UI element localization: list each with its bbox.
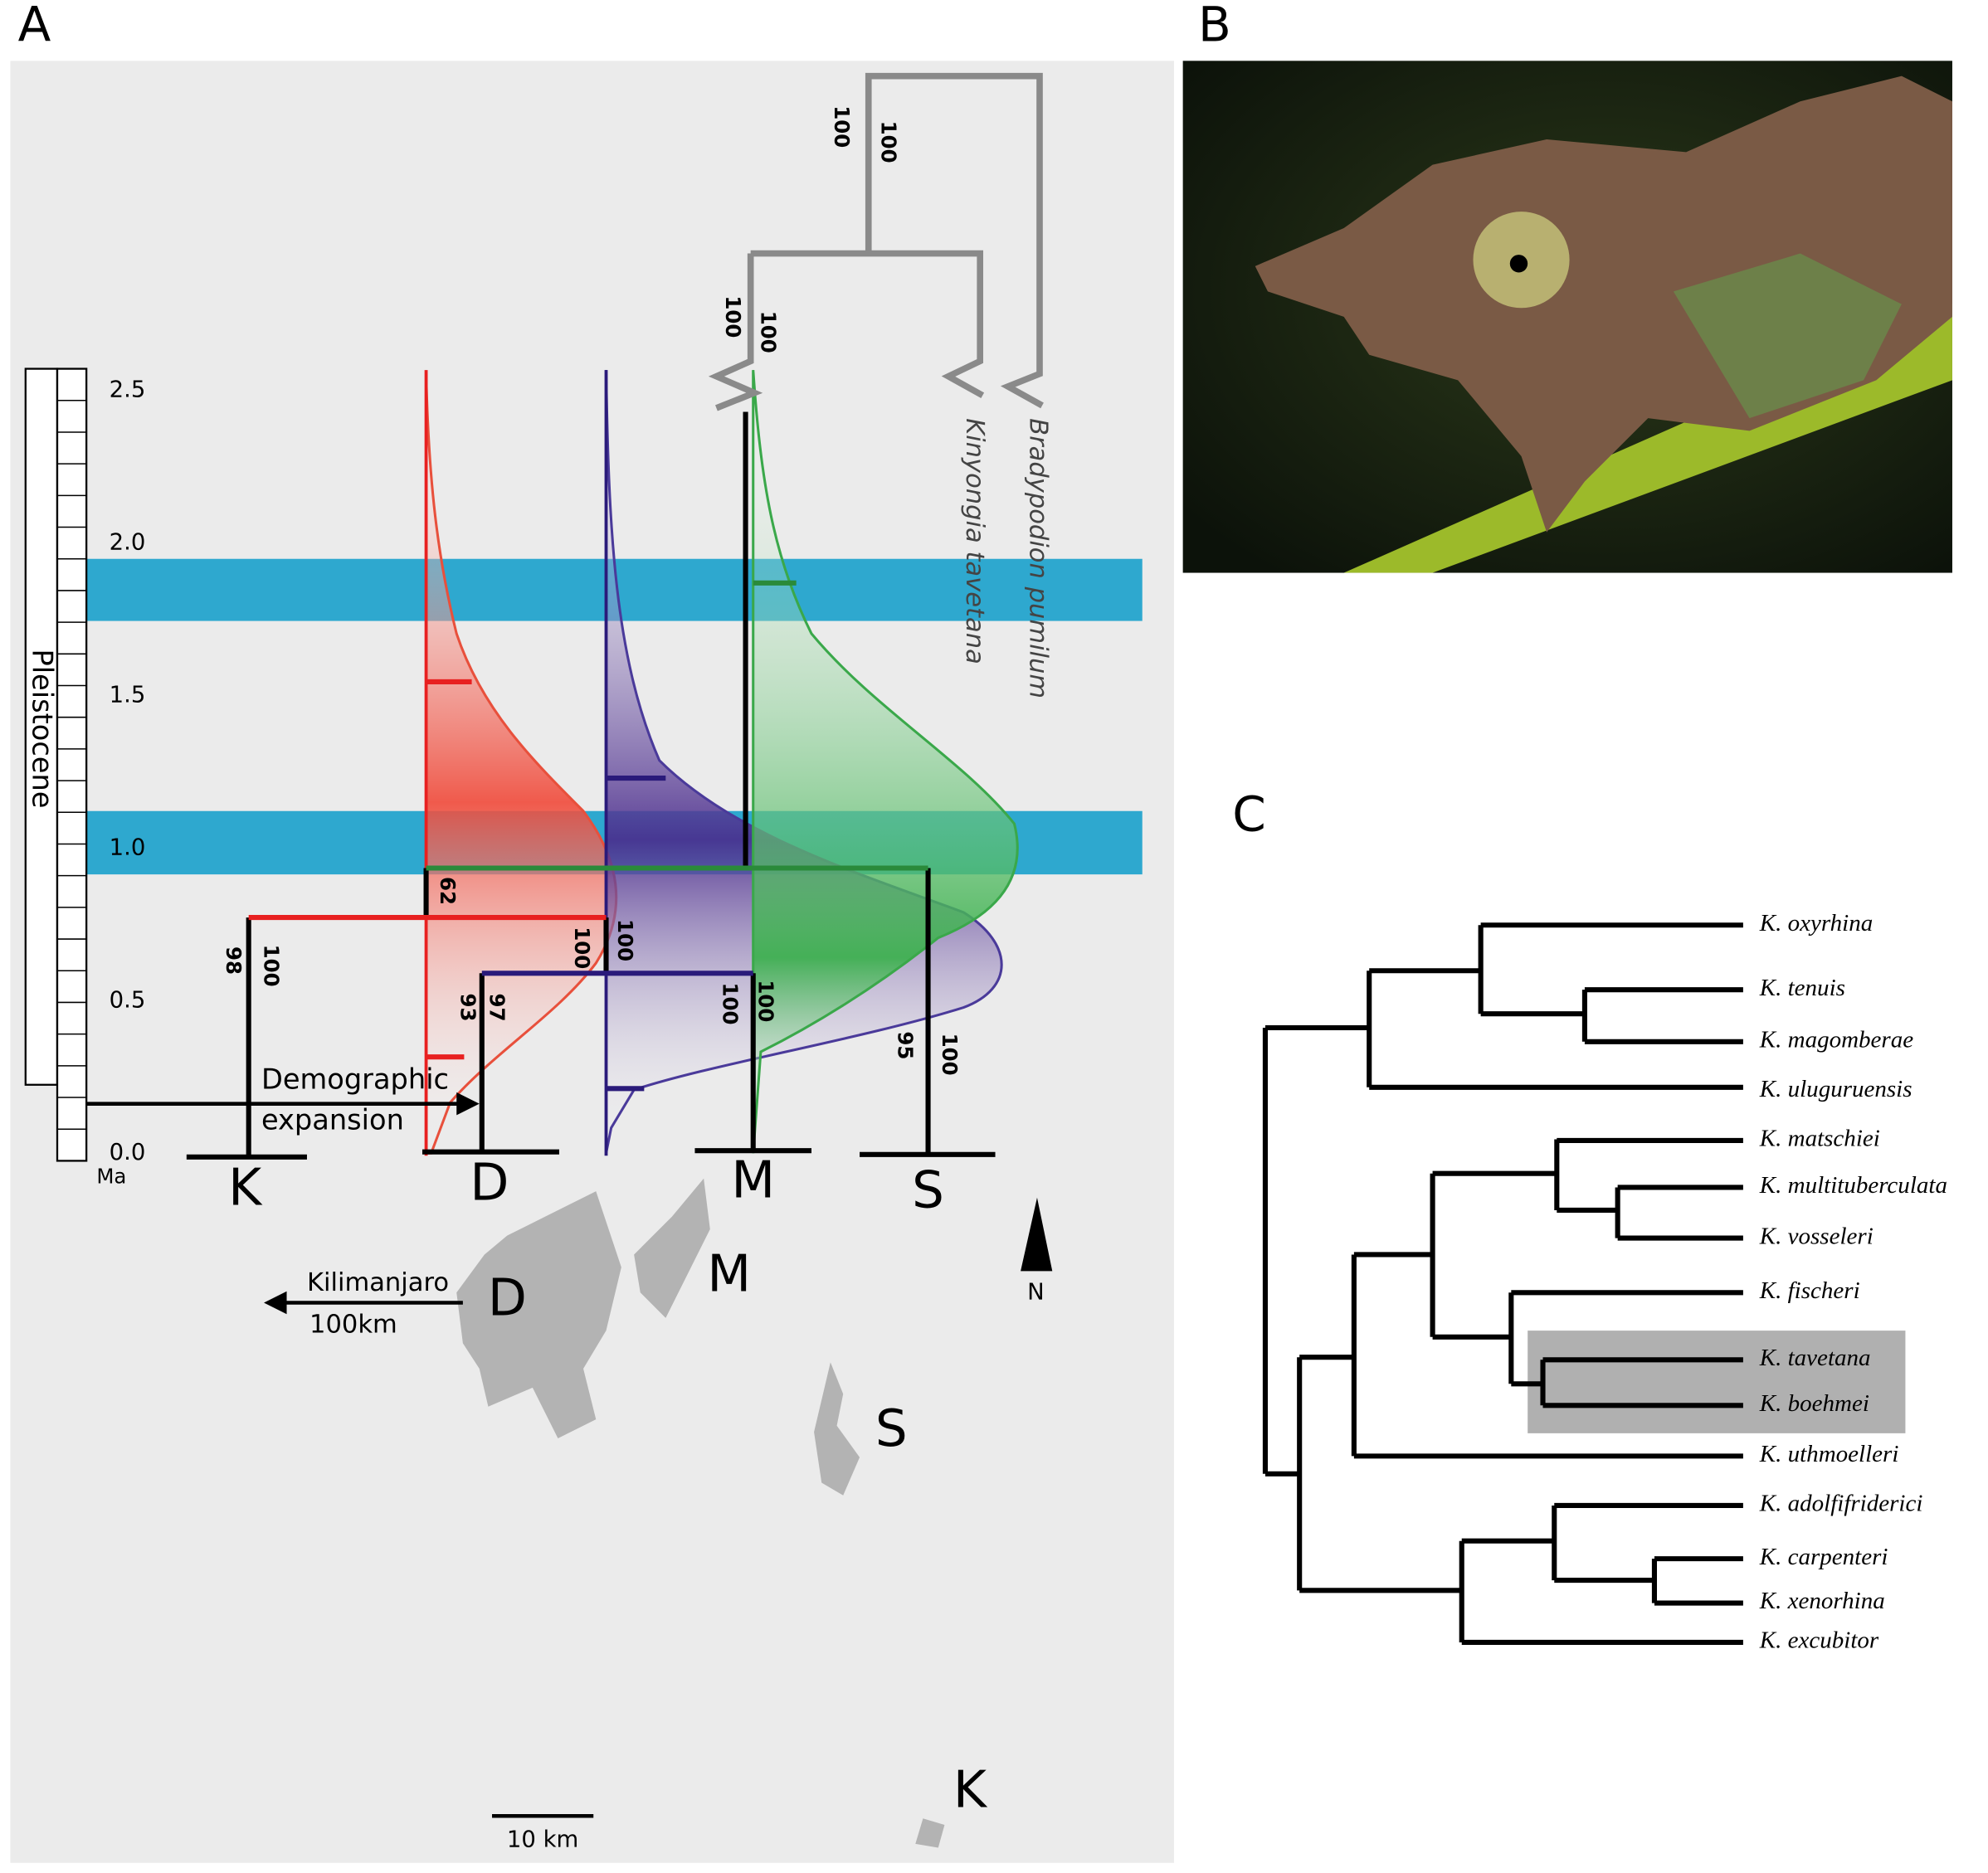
taxon-label: K. vosseleri bbox=[1759, 1223, 1873, 1249]
support-value: 100 bbox=[613, 919, 637, 961]
taxon-label: K. fischeri bbox=[1759, 1277, 1860, 1304]
taxon-label: K. tenuis bbox=[1759, 975, 1845, 1001]
time-tick-label: 0.0 bbox=[110, 1139, 146, 1165]
outgroup-label: Bradypodion pumilum bbox=[1023, 418, 1052, 698]
support-value: 100 bbox=[757, 311, 781, 353]
outgroup-tree bbox=[708, 72, 1044, 411]
support-value: 98 bbox=[222, 946, 246, 975]
support-value: 62 bbox=[436, 877, 460, 905]
time-tick-label: 2.5 bbox=[110, 377, 146, 403]
highlight bbox=[1528, 1331, 1906, 1433]
time-tick-label: 2.0 bbox=[110, 528, 146, 555]
species-tree bbox=[1262, 925, 1743, 1642]
map-label: D bbox=[488, 1269, 527, 1328]
taxon-label: K. uluguruensis bbox=[1759, 1076, 1912, 1102]
support-value: 100 bbox=[877, 121, 901, 163]
population-label: M bbox=[731, 1151, 775, 1210]
time-tick-label: 1.0 bbox=[110, 834, 146, 860]
support-value: 100 bbox=[938, 1034, 962, 1076]
epoch-label: Pleistocene bbox=[27, 649, 59, 808]
panel-label: A bbox=[18, 0, 51, 53]
map-label: S bbox=[875, 1399, 908, 1458]
taxon-label: K. magomberae bbox=[1759, 1026, 1913, 1053]
population-tree bbox=[186, 411, 996, 1160]
time-tick-label: 0.5 bbox=[110, 986, 146, 1013]
support-value: 93 bbox=[456, 994, 480, 1022]
annotation: Demographic bbox=[261, 1063, 449, 1096]
support-value: 100 bbox=[721, 295, 745, 338]
north-arrow bbox=[1021, 1197, 1053, 1272]
photo-chameleon bbox=[1673, 253, 1902, 419]
taxon-label: K. uthmoelleri bbox=[1759, 1441, 1899, 1467]
outgroup-label: Kinyongia tavetana bbox=[960, 418, 989, 664]
taxon-label: K. adolfifriderici bbox=[1759, 1491, 1923, 1517]
support-values: 100 100 100 100 62 98 100 100 100 93 97 100 100 95 100 bbox=[222, 105, 962, 1075]
arrow-head bbox=[264, 1291, 287, 1315]
support-value: 100 bbox=[830, 105, 854, 148]
map-label: M bbox=[707, 1245, 751, 1304]
support-value: 100 bbox=[753, 980, 777, 1022]
arrow-head bbox=[456, 1092, 480, 1116]
support-value: 100 bbox=[260, 945, 284, 987]
photo-chameleon bbox=[1255, 75, 1952, 533]
population-label: D bbox=[470, 1154, 509, 1213]
north-label: N bbox=[1027, 1278, 1045, 1305]
taxon-label: K. tavetana bbox=[1759, 1345, 1871, 1371]
support-value: 100 bbox=[719, 982, 743, 1024]
ruler-box bbox=[56, 367, 88, 1162]
taxon-label: K. matschiei bbox=[1759, 1126, 1880, 1152]
highlight-band bbox=[58, 558, 1143, 621]
time-unit: Ma bbox=[96, 1164, 126, 1188]
panel-label: B bbox=[1198, 0, 1231, 53]
support-value: 95 bbox=[894, 1031, 918, 1059]
taxon-label: K. boehmei bbox=[1759, 1390, 1869, 1417]
taxa: K. oxyrhina K. tenuis K. magomberae K. ulug… bbox=[1461, 910, 1947, 1654]
map-label: K bbox=[953, 1760, 988, 1819]
taxon-label: K. excubitor bbox=[1759, 1627, 1879, 1654]
density-red bbox=[425, 373, 618, 1155]
scale-label: 10 km bbox=[507, 1826, 578, 1852]
map-note: 100km bbox=[309, 1311, 397, 1340]
map-islands bbox=[456, 1178, 945, 1848]
support-value: 100 bbox=[570, 927, 594, 969]
population-label: K bbox=[228, 1159, 263, 1218]
population-label: S bbox=[912, 1161, 944, 1220]
photo-eye bbox=[1509, 255, 1528, 273]
map-note: Kilimanjaro bbox=[307, 1268, 449, 1297]
density-green bbox=[752, 369, 1019, 1154]
annotation: expansion bbox=[261, 1104, 404, 1136]
time-ruler: 2.5 2.0 1.5 1.0 0.5 0.0 bbox=[56, 367, 146, 1165]
panel-label: C bbox=[1232, 786, 1266, 843]
taxon-label: K. multituberculata bbox=[1759, 1172, 1947, 1199]
support-value: 97 bbox=[485, 994, 509, 1022]
taxon-label: K. xenorhina bbox=[1759, 1588, 1885, 1614]
taxon-label: K. oxyrhina bbox=[1759, 910, 1873, 936]
time-tick-label: 1.5 bbox=[110, 681, 146, 708]
taxon-label: K. carpenteri bbox=[1759, 1544, 1888, 1570]
